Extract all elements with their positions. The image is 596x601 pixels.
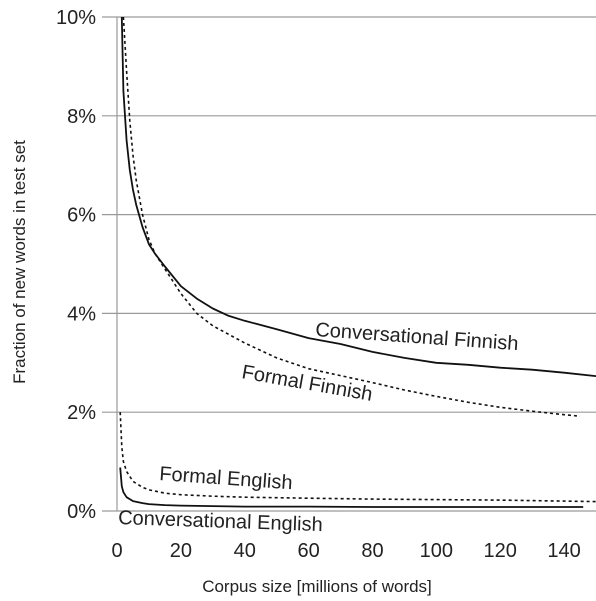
x-tick-label: 40 <box>234 540 256 562</box>
series-line-formal-finnish <box>122 16 581 417</box>
x-axis-title: Corpus size [millions of words] <box>202 577 432 596</box>
y-tick-label: 8% <box>67 106 96 128</box>
x-tick-label: 0 <box>111 540 122 562</box>
gridlines <box>102 16 596 512</box>
series-label-formal-finnish: Formal Finnish <box>240 361 374 406</box>
x-tick-label: 120 <box>484 540 517 562</box>
y-tick-label: 2% <box>67 402 96 424</box>
x-tick-label: 80 <box>361 540 383 562</box>
series-line-conversational-finnish <box>120 16 596 377</box>
x-tick-label: 20 <box>170 540 192 562</box>
x-tick-labels: 0 20 40 60 80 100 120 140 <box>111 540 580 562</box>
x-tick-label: 100 <box>420 540 453 562</box>
y-tick-label: 4% <box>67 303 96 325</box>
y-tick-label: 0% <box>67 501 96 523</box>
x-tick-label: 140 <box>547 540 580 562</box>
series-line-formal-english <box>119 412 596 503</box>
series-lines <box>119 16 596 508</box>
y-axis-title: Fraction of new words in test set <box>10 140 29 384</box>
y-tick-labels: 0% 2% 4% 6% 8% 10% <box>56 7 96 523</box>
y-tick-label: 10% <box>56 7 96 29</box>
y-tick-label: 6% <box>67 205 96 227</box>
series-line-conversational-english <box>119 467 584 508</box>
series-label-conversational-finnish: Conversational Finnish <box>315 319 519 355</box>
series-label-formal-english: Formal English <box>159 463 294 494</box>
x-tick-label: 60 <box>297 540 319 562</box>
